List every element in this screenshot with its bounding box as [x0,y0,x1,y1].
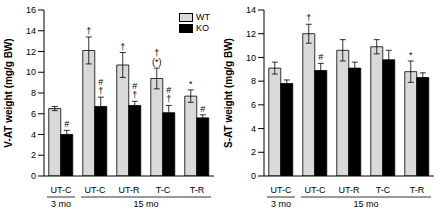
svg-text:#: # [64,119,69,129]
svg-text:2: 2 [251,147,256,157]
svg-text:T-R: T-R [190,185,205,195]
svg-text:3 mo: 3 mo [51,199,71,209]
svg-text:UT-C: UT-C [85,185,106,195]
svg-text:†: † [98,86,103,96]
svg-text:T-C: T-C [156,185,171,195]
svg-text:4: 4 [31,130,36,140]
svg-text:UT-C: UT-C [51,185,72,195]
svg-text:#: # [200,104,205,114]
svg-text:†: † [120,42,125,52]
svg-text:8: 8 [251,76,256,86]
svg-text:V-AT weight (mg/g BW): V-AT weight (mg/g BW) [8,38,14,147]
svg-text:†: † [166,94,171,104]
svg-text:UT-R: UT-R [339,185,360,195]
svg-text:15 mo: 15 mo [353,199,378,209]
svg-text:†: † [306,13,311,23]
svg-text:2: 2 [31,150,36,160]
svg-text:UT-C: UT-C [271,185,292,195]
svg-text:T-C: T-C [376,185,391,195]
svg-text:†: † [132,90,137,100]
svg-text:4: 4 [251,124,256,134]
svg-text:15 mo: 15 mo [133,199,158,209]
svg-text:6: 6 [31,109,36,119]
svg-text:S-AT weight (mg/g BW): S-AT weight (mg/g BW) [223,38,234,148]
svg-text:*: * [189,79,193,89]
svg-text:UT-R: UT-R [119,185,140,195]
svg-text:14: 14 [246,5,256,15]
html-text:KO: KO [196,23,209,33]
svg-text:#: # [318,52,323,62]
svg-text:(*): (*) [152,57,162,67]
svg-text:*: * [409,50,413,60]
svg-text:0: 0 [31,171,36,181]
svg-text:14: 14 [26,26,36,36]
svg-text:16: 16 [26,5,36,15]
svg-text:3 mo: 3 mo [271,199,291,209]
svg-text:T-R: T-R [410,185,425,195]
html-text:WT: WT [196,12,210,22]
svg-text:8: 8 [31,88,36,98]
svg-text:12: 12 [246,29,256,39]
svg-text:10: 10 [26,67,36,77]
svg-text:10: 10 [246,53,256,63]
svg-text:12: 12 [26,47,36,57]
svg-text:UT-C: UT-C [305,185,326,195]
svg-text:6: 6 [251,100,256,110]
svg-text:†: † [86,26,91,36]
svg-text:0: 0 [251,171,256,181]
